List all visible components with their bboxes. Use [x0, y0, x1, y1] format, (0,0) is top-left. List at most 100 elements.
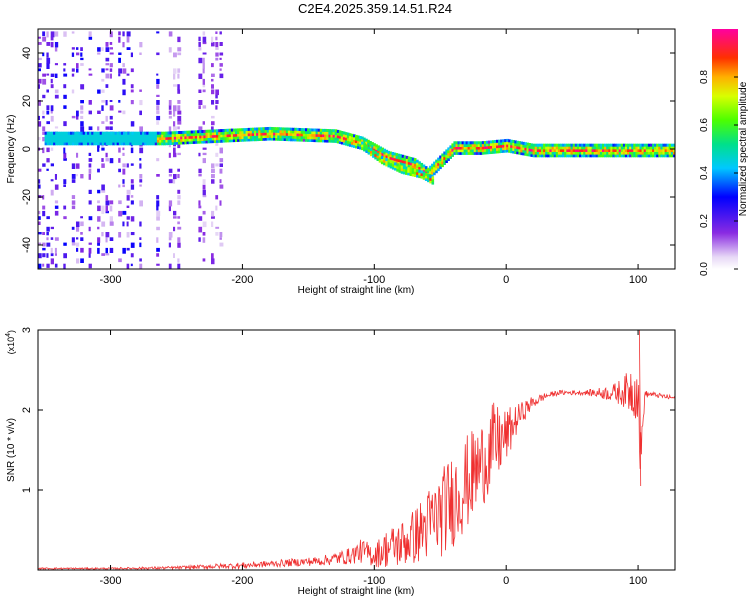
heatmap-cell	[53, 134, 56, 138]
heatmap-cell	[171, 136, 175, 140]
heatmap-cell	[283, 132, 287, 136]
heatmap-cell	[76, 247, 79, 252]
heatmap-cell	[168, 242, 171, 248]
heatmap-cell	[82, 139, 86, 143]
heatmap-cell	[46, 232, 49, 236]
heatmap-cell	[198, 174, 202, 177]
heatmap-cell	[95, 134, 99, 138]
heatmap-cell	[198, 89, 202, 93]
heatmap-cell	[97, 52, 101, 55]
heatmap-cell	[130, 242, 135, 248]
heatmap-cell	[258, 127, 261, 131]
heatmap-cell	[237, 138, 240, 142]
heatmap-cell	[532, 154, 536, 158]
heatmap-cell	[492, 150, 495, 154]
heatmap-cell	[139, 42, 143, 48]
heatmap-cell	[660, 154, 663, 158]
heatmap-cell	[441, 158, 444, 162]
heatmap-cell	[219, 158, 224, 163]
heatmap-cell	[80, 63, 84, 66]
heatmap-cell	[112, 139, 115, 143]
heatmap-cell	[620, 149, 624, 152]
heatmap-cell	[618, 146, 622, 150]
heatmap-cell	[48, 139, 52, 143]
heatmap-cell	[232, 128, 236, 132]
heatmap-cell	[622, 146, 626, 150]
snr-frame	[37, 329, 676, 571]
heatmap-cell	[562, 151, 565, 155]
heatmap-cell	[202, 78, 205, 85]
heatmap-cell	[249, 133, 253, 137]
heatmap-cell	[161, 134, 164, 138]
heatmap-cell	[38, 263, 42, 269]
heatmap-cell	[109, 73, 112, 79]
heatmap-cell	[416, 159, 419, 163]
heatmap-cell	[641, 154, 645, 158]
heatmap-cell	[268, 134, 272, 138]
heatmap-cell	[481, 141, 485, 145]
heatmap-cell	[76, 134, 79, 138]
heatmap-cell	[467, 141, 471, 145]
heatmap-cell	[109, 100, 113, 102]
heatmap-cell	[602, 151, 605, 155]
heatmap-cell	[251, 127, 255, 131]
heatmap-cell	[624, 149, 628, 152]
heatmap-cell	[224, 134, 228, 138]
heatmap-cell	[103, 137, 107, 140]
heatmap-cell	[50, 147, 54, 151]
heatmap-cell	[429, 168, 432, 172]
heatmap-cell	[88, 36, 93, 40]
heatmap-cell	[576, 151, 580, 155]
heatmap-cell	[226, 136, 230, 140]
heatmap-cell	[431, 181, 435, 185]
heatmap-cell	[46, 52, 49, 58]
heatmap-cell	[97, 226, 100, 230]
heatmap-cell	[237, 128, 240, 132]
heatmap-cell	[177, 84, 180, 91]
heatmap-cell	[522, 141, 525, 145]
heatmap-cell	[109, 115, 113, 120]
heatmap-cell	[305, 136, 308, 140]
heatmap-cell	[545, 143, 548, 147]
heatmap-cell	[461, 151, 465, 155]
heatmap-cell	[140, 142, 143, 146]
heatmap-cell	[643, 146, 647, 150]
heatmap-cell	[61, 131, 65, 135]
heatmap-cell	[549, 149, 552, 152]
heatmap-cell	[224, 136, 228, 140]
heatmap-cell	[180, 138, 183, 142]
heatmap-cell	[296, 130, 300, 134]
heatmap-cell	[439, 158, 442, 162]
heatmap-cell	[389, 156, 393, 160]
heatmap-cell	[385, 158, 388, 162]
heatmap-cell	[205, 137, 209, 141]
heatmap-cell	[479, 141, 483, 145]
heatmap-cell	[168, 232, 173, 238]
heatmap-cell	[469, 141, 473, 145]
heatmap-cell	[230, 128, 234, 132]
heatmap-cell	[538, 149, 542, 152]
x-tick-label: 100	[629, 575, 647, 587]
heatmap-cell	[163, 142, 166, 146]
heatmap-cell	[61, 137, 65, 140]
heatmap-cell	[420, 173, 424, 176]
heatmap-cell	[670, 149, 674, 152]
heatmap-cell	[88, 163, 92, 168]
heatmap-cell	[447, 158, 450, 161]
heatmap-cell	[78, 131, 82, 135]
heatmap-cell	[479, 144, 483, 147]
heatmap-cell	[375, 149, 378, 153]
heatmap-cell	[169, 142, 173, 145]
heatmap-cell	[506, 138, 509, 142]
heatmap-cell	[599, 146, 603, 150]
heatmap-cell	[309, 128, 312, 132]
heatmap-cell	[126, 221, 129, 227]
heatmap-cell	[61, 134, 65, 138]
heatmap-cell	[407, 161, 411, 165]
heatmap-cell	[589, 151, 593, 155]
heatmap-cell	[455, 141, 459, 145]
heatmap-cell	[585, 154, 588, 158]
heatmap-cell	[122, 31, 125, 37]
colorbar-tick-label: 0.8	[699, 70, 710, 84]
